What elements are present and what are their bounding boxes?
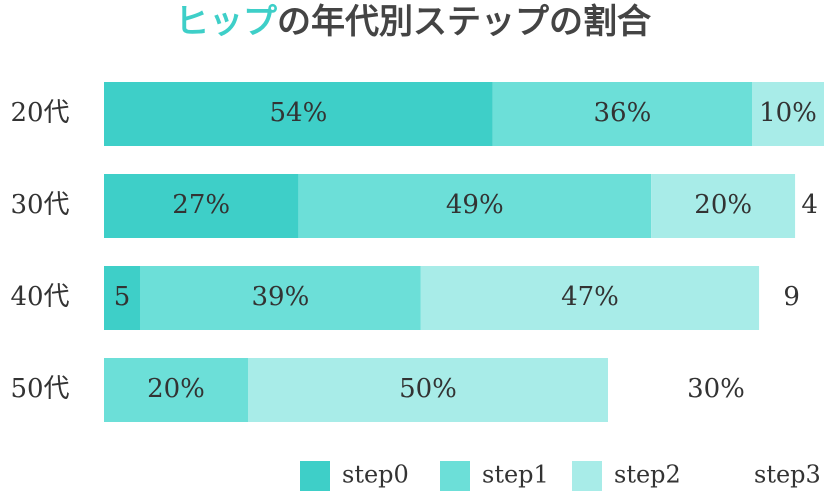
value-label: 54% — [270, 98, 328, 128]
value-label: 20% — [694, 190, 752, 220]
value-label: 9 — [783, 282, 800, 312]
chart-title: ヒップの年代別ステップの割合 — [175, 2, 651, 42]
bar-segment — [651, 174, 796, 238]
value-label: 20% — [147, 374, 205, 404]
bar-segment — [104, 266, 140, 330]
value-label: 4 — [801, 190, 818, 220]
bar-segment — [795, 174, 824, 238]
bar-segment — [298, 174, 652, 238]
value-label: 49% — [446, 190, 504, 220]
value-label: 47% — [561, 282, 619, 312]
bar-segment — [140, 266, 421, 330]
bar-segment — [759, 266, 824, 330]
y-tick-label: 40代 — [10, 282, 69, 312]
bar-segment — [104, 358, 248, 422]
bar-segment — [104, 82, 493, 146]
y-tick-label: 20代 — [10, 98, 69, 128]
value-label: 50% — [399, 374, 457, 404]
legend-label: step3 — [754, 461, 821, 489]
value-label: 39% — [252, 282, 310, 312]
legend-swatch — [712, 461, 742, 491]
value-label: 27% — [172, 190, 230, 220]
value-label: 5 — [114, 282, 131, 312]
legend-label: step1 — [482, 461, 549, 489]
bar-segment — [248, 358, 608, 422]
title-rest: の年代別ステップの割合 — [277, 2, 651, 42]
legend-swatch — [572, 461, 602, 491]
legend-label: step2 — [614, 461, 681, 489]
bar-segment — [492, 82, 752, 146]
y-tick-label: 30代 — [10, 190, 69, 220]
legend-swatch — [440, 461, 470, 491]
bar-segment — [104, 174, 299, 238]
y-tick-label: 50代 — [10, 374, 69, 404]
legend-label: step0 — [342, 461, 409, 489]
title-highlight: ヒップ — [175, 2, 277, 42]
value-label: 36% — [594, 98, 652, 128]
bar-segment — [608, 358, 824, 422]
value-label: 10% — [759, 98, 817, 128]
bar-segment — [752, 82, 824, 146]
bar-segment — [420, 266, 760, 330]
legend-swatch — [300, 461, 330, 491]
value-label: 30% — [687, 374, 745, 404]
